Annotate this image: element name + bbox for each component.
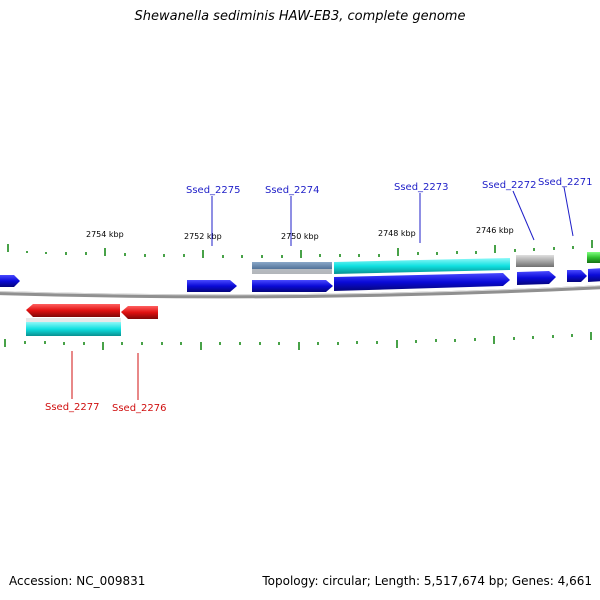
feature-block: [252, 269, 332, 274]
genome-summary: Topology: circular; Length: 5,517,674 bp…: [262, 574, 592, 588]
feature-block[interactable]: [587, 252, 600, 263]
gene-arrow[interactable]: [252, 280, 333, 292]
genome-title: Shewanella sediminis HAW-EB3, complete g…: [134, 9, 466, 24]
gene-arrow[interactable]: [187, 280, 237, 292]
gene-arrow[interactable]: [588, 268, 600, 282]
feature-block[interactable]: [516, 255, 554, 267]
feature-block: [26, 318, 121, 322]
reverse-strand-genes: [26, 304, 158, 336]
gene-label-ssed-2273[interactable]: Ssed_2273: [394, 182, 449, 193]
accession-label: Accession: NC_009831: [9, 574, 146, 588]
scale-label-2746: 2746 kbp: [476, 226, 514, 235]
gene-arrow[interactable]: [567, 270, 587, 282]
gene-label-ssed-2277[interactable]: Ssed_2277: [45, 402, 100, 413]
gene-arrow[interactable]: [0, 275, 20, 287]
gene-label-ssed-2272[interactable]: Ssed_2272: [482, 180, 537, 191]
gene-arrow[interactable]: [26, 304, 120, 317]
gene-label-ssed-2271[interactable]: Ssed_2271: [538, 177, 593, 188]
gene-arrow[interactable]: [121, 306, 158, 319]
genome-backbone-highlight: [0, 285, 600, 296]
feature-block[interactable]: [26, 322, 121, 336]
genome-backbone: [0, 285, 600, 299]
scale-label-2752: 2752 kbp: [184, 232, 222, 241]
gene-label-ssed-2276[interactable]: Ssed_2276: [112, 403, 167, 414]
forward-annotation-features: [252, 252, 600, 274]
gene-arrow[interactable]: [334, 273, 510, 291]
scale-label-2754: 2754 kbp: [86, 230, 124, 239]
forward-label-leaders: [211, 186, 574, 246]
gene-arrow[interactable]: [517, 271, 556, 285]
gene-label-ssed-2275[interactable]: Ssed_2275: [186, 185, 241, 196]
gene-label-ssed-2274[interactable]: Ssed_2274: [265, 185, 320, 196]
inner-tick-ring: [4, 332, 592, 350]
scale-label-2750: 2750 kbp: [281, 232, 319, 241]
outer-tick-ring: [7, 240, 593, 258]
forward-strand-genes: [0, 268, 600, 292]
reverse-label-leaders: [71, 351, 139, 400]
feature-block[interactable]: [334, 258, 510, 274]
scale-label-2748: 2748 kbp: [378, 229, 416, 238]
